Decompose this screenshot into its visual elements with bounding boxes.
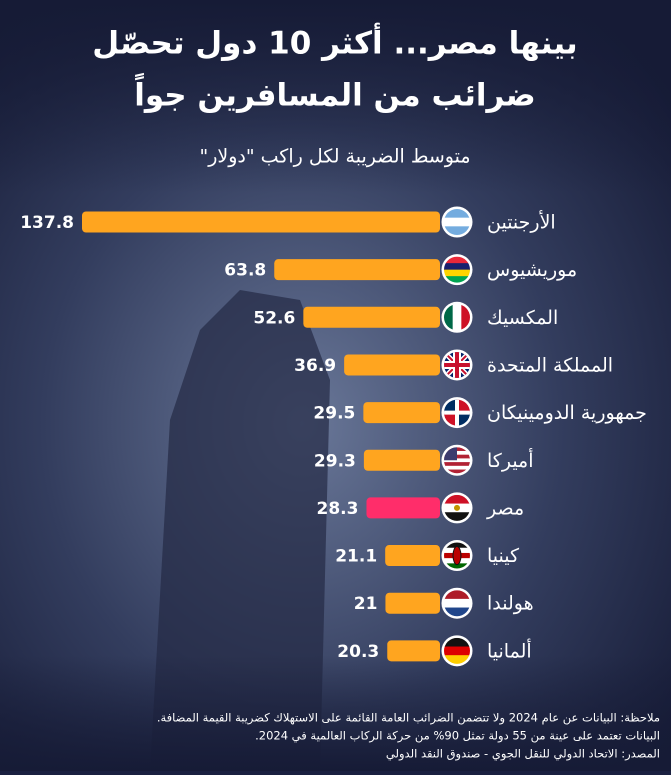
chart-title: بينها مصر... أكثر 10 دول تحصّل (92, 23, 577, 62)
flag-part (444, 209, 470, 219)
bar (363, 402, 440, 424)
value-label: 20.3 (337, 642, 379, 662)
flag-part (444, 469, 470, 474)
value-label: 28.3 (317, 499, 359, 519)
flag-part (444, 269, 470, 277)
flag (444, 447, 470, 474)
bar (274, 259, 440, 281)
flag-part (452, 304, 462, 331)
bar (385, 545, 440, 567)
value-label: 137.8 (20, 213, 74, 233)
flag-part (444, 563, 470, 569)
category-label: هولندا (487, 593, 534, 615)
flag (444, 209, 470, 235)
flag-part (444, 276, 470, 283)
flag-part (444, 399, 470, 426)
flag (444, 256, 470, 283)
flag-part (444, 607, 470, 617)
category-label: كينيا (487, 545, 520, 567)
flag (444, 351, 470, 378)
flag (444, 542, 470, 569)
value-label: 21 (354, 594, 378, 614)
note: ملاحظة: البيانات عن عام 2024 ولا تتضمن ا… (157, 711, 660, 726)
flag-part (452, 546, 462, 566)
flag-part (444, 637, 470, 648)
flag-part (454, 504, 460, 511)
bar (385, 592, 440, 614)
flag (444, 304, 470, 331)
bar (363, 449, 440, 471)
value-label: 21.1 (335, 547, 377, 567)
flag (444, 399, 470, 426)
flag-part (444, 263, 470, 271)
category-label: جمهورية الدومينيكان (487, 402, 647, 424)
flag (444, 590, 470, 617)
category-label: المكسيك (487, 307, 558, 329)
flag (444, 637, 470, 664)
bar (344, 354, 440, 376)
value-label: 36.9 (294, 356, 336, 376)
category-label: الأرجنتين (487, 211, 556, 234)
value-label: 29.5 (313, 404, 355, 424)
flag-part (444, 351, 470, 378)
note: المصدر: الاتحاد الدولي للنقل الجوي - صند… (386, 747, 660, 762)
flag-part (444, 590, 470, 600)
bar (82, 211, 440, 233)
flag-part (444, 304, 454, 331)
category-label: ألمانيا (487, 638, 532, 662)
flag (444, 494, 470, 521)
flag-part (444, 512, 470, 521)
flag-part (444, 646, 470, 656)
value-label: 63.8 (224, 261, 266, 281)
flag-part (444, 462, 470, 467)
flag-part (444, 655, 470, 664)
flag-part (444, 226, 470, 235)
flag-part (444, 256, 470, 264)
flag-part (444, 465, 470, 471)
category-label: أميركا (487, 448, 534, 472)
category-label: المملكة المتحدة (487, 354, 613, 376)
note: البيانات تعتمد على عينة من 55 دولة تمثل … (255, 729, 660, 744)
value-label: 52.6 (253, 308, 295, 328)
chart-title: ضرائب من المسافرين جواً (134, 73, 536, 114)
flag-part (461, 304, 470, 331)
flag-part (444, 598, 470, 609)
value-label: 29.3 (314, 451, 356, 471)
bar (387, 640, 440, 662)
flag-part (444, 542, 470, 549)
flag-part (444, 494, 470, 505)
bar (366, 497, 440, 519)
bar (303, 306, 440, 328)
chart-subtitle: متوسط الضريبة لكل راكب "دولار" (199, 146, 470, 168)
flag-part (444, 458, 470, 463)
category-label: موريشيوس (487, 259, 577, 281)
category-label: مصر (486, 497, 524, 519)
flag-part (444, 217, 470, 227)
